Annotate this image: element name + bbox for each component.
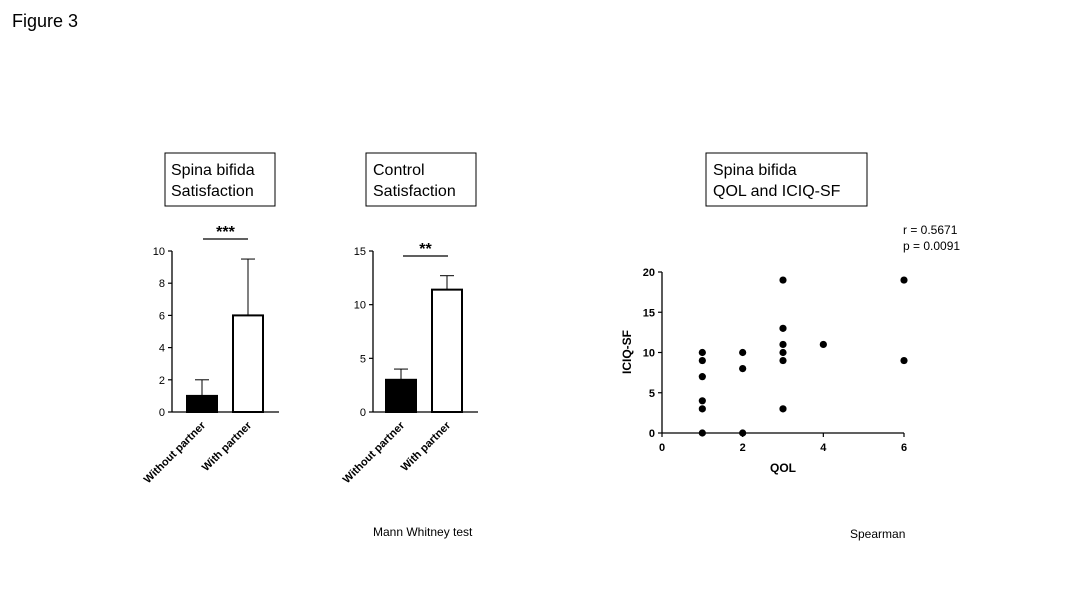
chart1-y-tick-label: 6 (159, 310, 165, 322)
chart1-y-tick-label: 4 (159, 343, 165, 355)
chart3-x-tick-label: 0 (659, 442, 665, 454)
chart2-title-box (365, 152, 477, 207)
chart2-y-tick-label: 15 (354, 246, 366, 258)
chart2-bar-1 (385, 378, 417, 413)
chart2-y-tick-label: 10 (354, 300, 366, 312)
chart3-title-line-2: QOL and ICIQ-SF (713, 183, 841, 200)
chart3-point (698, 356, 706, 365)
chart3-point (698, 373, 706, 381)
chart1-y-tick-label: 0 (159, 407, 165, 419)
chart3-point (779, 324, 787, 332)
chart2-bar-2 (431, 288, 463, 414)
chart2-significance-label: ** (419, 241, 432, 258)
chart3-point (698, 348, 706, 357)
chart2-category-label: With partner (399, 419, 454, 474)
chart1-y-tick-label: 10 (153, 246, 165, 258)
chart1-y-tick-label: 8 (159, 278, 165, 290)
chart1-title-box (164, 152, 276, 207)
chart1-category-label: With partner (200, 419, 255, 474)
chart2-category-label: Without partner (341, 419, 408, 486)
chart3-point (698, 397, 706, 405)
chart3-y-axis-label: ICIQ-SF (620, 330, 634, 374)
chart3-point (739, 429, 747, 437)
chart1-significance-label: *** (216, 224, 235, 241)
bar-test-caption: Mann Whitney test (373, 525, 473, 539)
chart3-point (698, 429, 706, 437)
chart3-y-tick-label: 15 (643, 307, 655, 319)
scatter-test-caption: Spearman (850, 527, 906, 541)
chart3-x-tick-label: 4 (820, 442, 827, 454)
chart2-title-line-2: Satisfaction (373, 183, 456, 200)
chart1-bar-1 (186, 394, 218, 413)
chart3-x-axis-label: QOL (770, 461, 796, 475)
chart3-title-line-1: Spina bifida (713, 162, 797, 179)
chart2-y-tick-label: 0 (360, 407, 366, 419)
chart1-title-line-2: Satisfaction (171, 183, 254, 200)
chart3-x-tick-label: 2 (740, 442, 746, 454)
chart3-point (779, 276, 787, 284)
chart2-y-tick-label: 5 (360, 353, 366, 365)
chart3-point (739, 348, 747, 357)
chart2-title-line-1: Control (373, 162, 425, 179)
chart3-point (739, 365, 747, 373)
chart3-point (819, 340, 827, 349)
chart3-point (779, 405, 787, 413)
chart3-y-tick-label: 0 (649, 428, 655, 440)
figure-label: Figure 3 (12, 11, 79, 31)
chart1-bar-2 (232, 314, 264, 413)
chart3-y-tick-label: 5 (649, 388, 655, 400)
chart3-stat-1: r = 0.5671 (903, 223, 958, 237)
chart3-y-tick-label: 10 (643, 348, 655, 360)
chart3-point (779, 348, 787, 357)
chart3-stat-2: p = 0.0091 (903, 239, 960, 253)
chart3-x-tick-label: 6 (901, 442, 907, 454)
chart1-category-label: Without partner (142, 419, 209, 486)
chart3-point (779, 356, 787, 365)
chart1-y-tick-label: 2 (159, 375, 165, 387)
chart1-title-line-1: Spina bifida (171, 162, 255, 179)
chart3-title-box (705, 152, 868, 207)
chart3-y-tick-label: 20 (643, 267, 655, 279)
chart3-point (779, 340, 787, 349)
chart3-point (900, 356, 908, 365)
chart3-point (900, 276, 908, 284)
chart3-point (698, 405, 706, 413)
